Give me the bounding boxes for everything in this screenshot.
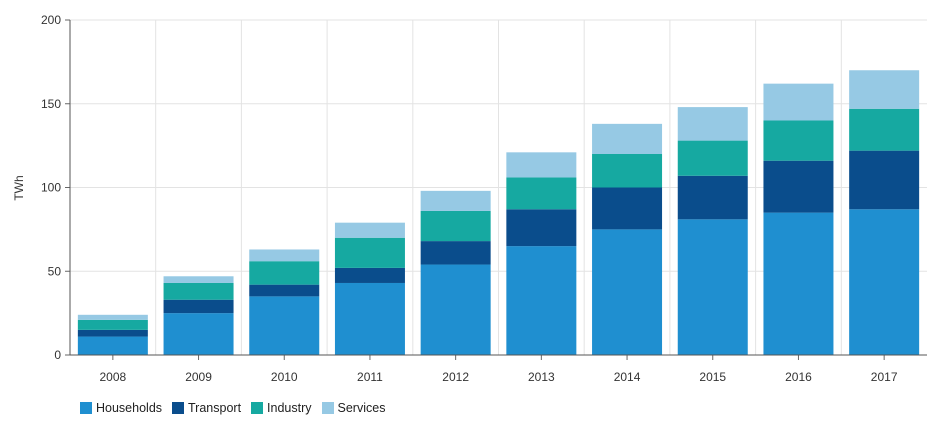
bar-households-2012	[420, 264, 491, 355]
bar-services-2016	[763, 83, 834, 121]
bar-transport-2013	[506, 209, 577, 247]
bar-households-2010	[249, 296, 320, 355]
x-tick-label: 2009	[185, 370, 212, 384]
bar-industry-2016	[763, 120, 834, 161]
bar-services-2012	[420, 190, 491, 211]
bar-services-2008	[77, 314, 148, 320]
bar-industry-2013	[506, 177, 577, 210]
bar-households-2015	[677, 219, 748, 355]
legend-label: Households	[96, 400, 163, 415]
bar-transport-2011	[334, 267, 405, 283]
legend-label: Transport	[188, 400, 242, 415]
y-axis-title: TWh	[12, 175, 26, 200]
legend-label: Industry	[267, 400, 312, 415]
bar-transport-2014	[592, 187, 663, 230]
bar-households-2016	[763, 212, 834, 355]
x-tick-label: 2013	[528, 370, 555, 384]
bar-transport-2010	[249, 284, 320, 297]
bar-transport-2016	[763, 160, 834, 213]
bar-services-2011	[334, 222, 405, 238]
legend-swatch	[172, 401, 185, 414]
legend-label: Services	[337, 400, 386, 415]
legend-swatch	[321, 401, 334, 414]
x-tick-label: 2012	[442, 370, 469, 384]
bar-households-2017	[849, 209, 920, 355]
x-tick-label: 2011	[357, 370, 383, 384]
y-tick-label: 150	[41, 97, 61, 111]
x-tick-label: 2010	[271, 370, 298, 384]
legend-item-services: Services	[321, 400, 386, 415]
legend-swatch	[80, 401, 92, 414]
y-tick-label: 0	[54, 348, 61, 362]
y-tick-label: 100	[41, 181, 61, 195]
bar-households-2008	[77, 336, 148, 355]
legend: Households Transport Industry Services	[80, 399, 395, 416]
bar-services-2009	[163, 276, 234, 283]
legend-item-households: Households	[80, 401, 162, 415]
axis-layer: 0 50 100 150 200 2008 2009 2010 2011 2012 2013 2014…	[41, 13, 927, 384]
bar-services-2014	[592, 123, 663, 154]
bar-households-2014	[592, 229, 663, 355]
bar-industry-2008	[77, 319, 148, 330]
x-tick-label: 2015	[699, 370, 726, 384]
x-tick-label: 2014	[614, 370, 641, 384]
y-tick-label: 200	[41, 13, 61, 27]
bar-industry-2015	[677, 140, 748, 176]
bar-industry-2011	[334, 237, 405, 268]
legend-item-transport: Transport	[172, 401, 241, 415]
grid-layer	[65, 19, 927, 356]
bar-transport-2012	[420, 241, 491, 265]
bar-transport-2015	[677, 175, 748, 220]
y-tick-label: 50	[48, 264, 62, 278]
bar-services-2017	[849, 70, 920, 109]
bar-industry-2014	[592, 154, 663, 188]
x-tick-label: 2008	[99, 370, 126, 384]
bar-industry-2017	[849, 108, 920, 151]
bar-industry-2010	[249, 261, 320, 285]
bar-transport-2008	[77, 329, 148, 337]
legend-swatch	[251, 401, 264, 414]
bar-transport-2017	[849, 150, 920, 210]
x-tick-label: 2016	[785, 370, 812, 384]
bar-transport-2009	[163, 299, 234, 314]
bar-services-2013	[506, 152, 577, 178]
bar-services-2015	[677, 107, 748, 141]
bar-industry-2009	[163, 282, 234, 300]
x-tick-label: 2017	[871, 370, 898, 384]
legend-item-industry: Industry	[251, 400, 312, 415]
bar-households-2013	[506, 246, 577, 355]
bar-households-2011	[334, 282, 405, 355]
bar-industry-2012	[420, 210, 491, 242]
bar-layer	[77, 70, 920, 355]
bar-services-2010	[249, 249, 320, 262]
bar-households-2009	[163, 313, 234, 355]
